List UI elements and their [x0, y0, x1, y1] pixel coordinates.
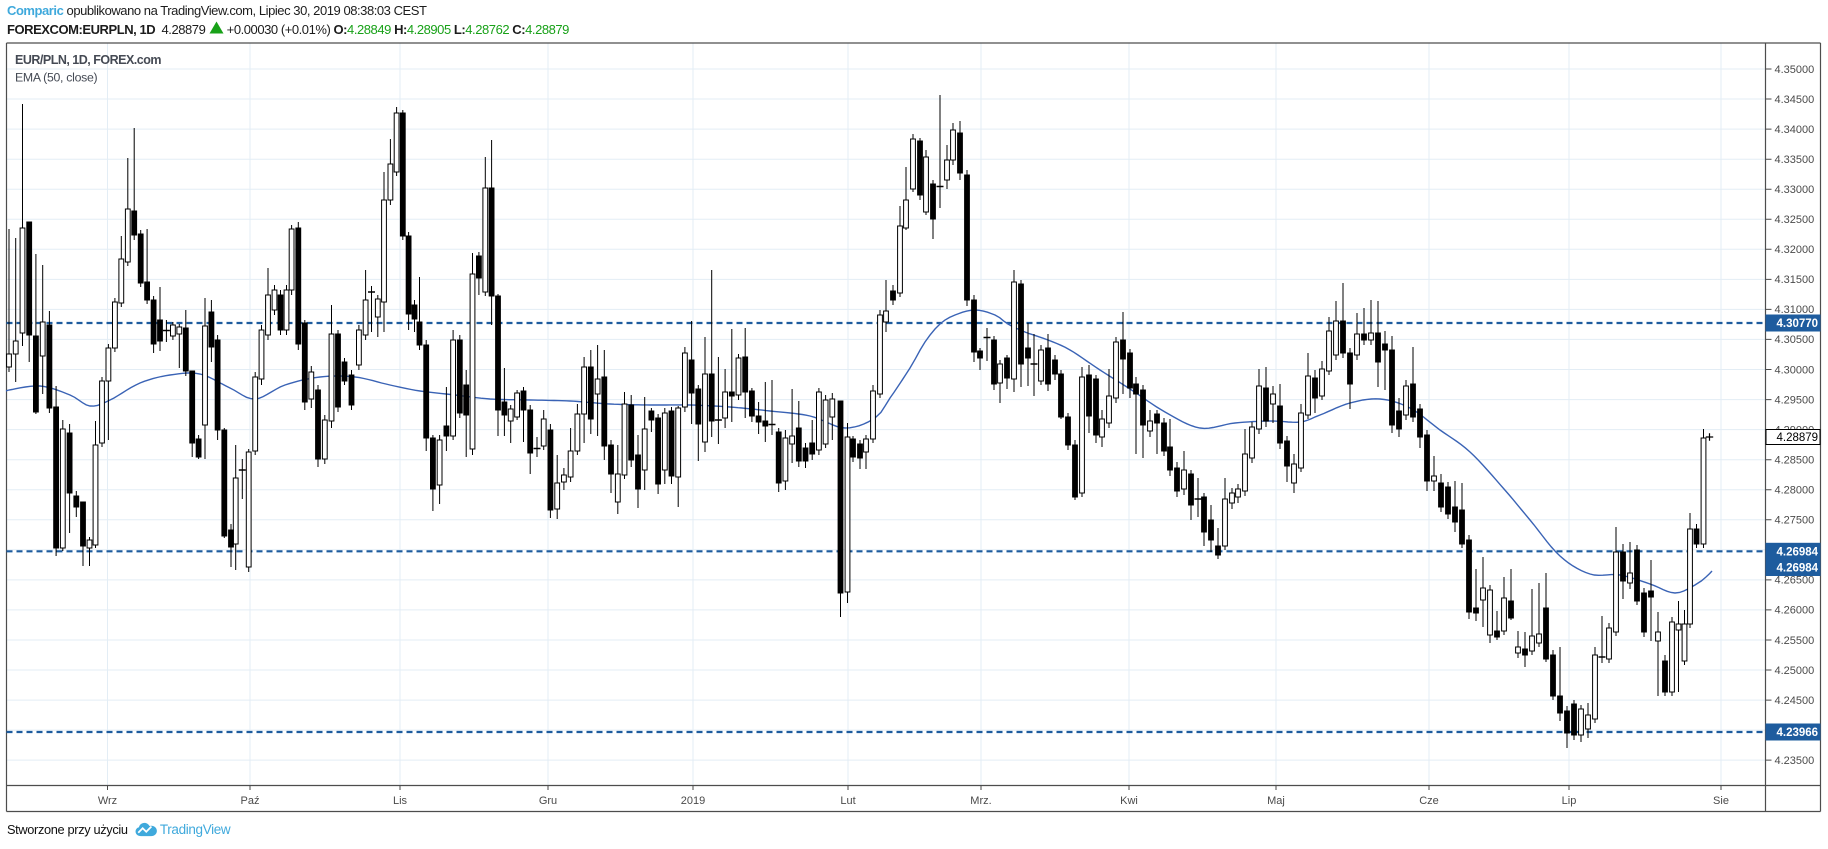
svg-text:Lut: Lut	[840, 795, 855, 807]
svg-text:Paź: Paź	[241, 795, 260, 807]
svg-text:4.23500: 4.23500	[1775, 755, 1815, 767]
svg-text:4.26500: 4.26500	[1775, 575, 1815, 587]
svg-text:Lip: Lip	[1562, 795, 1577, 807]
svg-text:4.34000: 4.34000	[1775, 124, 1815, 136]
svg-text:4.30000: 4.30000	[1775, 364, 1815, 376]
svg-text:4.30770: 4.30770	[1777, 318, 1819, 330]
svg-text:4.28000: 4.28000	[1775, 485, 1815, 497]
svg-text:4.29500: 4.29500	[1775, 394, 1815, 406]
svg-text:4.25500: 4.25500	[1775, 635, 1815, 647]
svg-text:Gru: Gru	[539, 795, 557, 807]
svg-text:4.26984: 4.26984	[1777, 563, 1819, 575]
svg-text:4.32500: 4.32500	[1775, 214, 1815, 226]
svg-text:Lis: Lis	[393, 795, 408, 807]
svg-text:Maj: Maj	[1267, 795, 1285, 807]
svg-text:EMA (50, close): EMA (50, close)	[15, 71, 97, 85]
svg-text:EUR/PLN, 1D, FOREX.com: EUR/PLN, 1D, FOREX.com	[15, 53, 161, 67]
svg-text:4.28879: 4.28879	[1777, 432, 1819, 444]
svg-text:Mrz.: Mrz.	[970, 795, 991, 807]
svg-text:4.32000: 4.32000	[1775, 244, 1815, 256]
svg-text:Kwi: Kwi	[1120, 795, 1138, 807]
svg-text:Cze: Cze	[1419, 795, 1439, 807]
svg-text:4.33500: 4.33500	[1775, 154, 1815, 166]
svg-text:4.34500: 4.34500	[1775, 94, 1815, 106]
svg-text:4.23966: 4.23966	[1777, 727, 1819, 739]
svg-text:Wrz: Wrz	[98, 795, 117, 807]
svg-text:4.35000: 4.35000	[1775, 64, 1815, 76]
svg-text:4.28500: 4.28500	[1775, 455, 1815, 467]
svg-text:4.31500: 4.31500	[1775, 274, 1815, 286]
svg-text:4.31000: 4.31000	[1775, 304, 1815, 316]
svg-text:4.25000: 4.25000	[1775, 665, 1815, 677]
svg-text:4.26000: 4.26000	[1775, 605, 1815, 617]
svg-text:2019: 2019	[681, 795, 705, 807]
svg-text:4.24500: 4.24500	[1775, 695, 1815, 707]
svg-text:4.30500: 4.30500	[1775, 334, 1815, 346]
svg-text:Sie: Sie	[1713, 795, 1729, 807]
svg-text:4.33000: 4.33000	[1775, 184, 1815, 196]
svg-text:4.26984: 4.26984	[1777, 546, 1819, 558]
svg-text:4.27500: 4.27500	[1775, 515, 1815, 527]
